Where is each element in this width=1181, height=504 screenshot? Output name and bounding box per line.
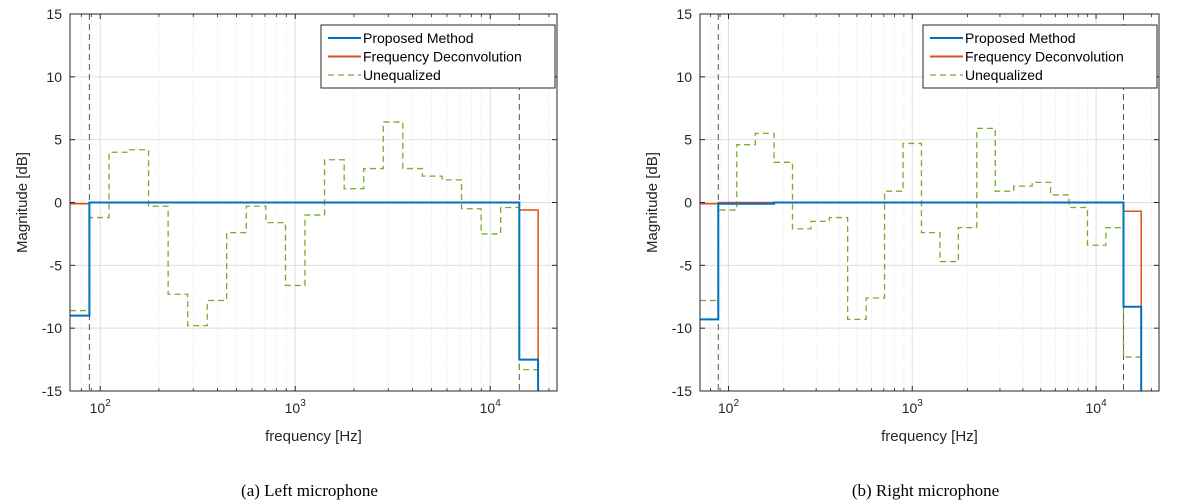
chart-panel-1: -15 -10 -5 0 5 10 15 102 103 104 frequency [Hz] Mag… <box>14 6 558 500</box>
y-axis-label: Magnitude [dB] <box>644 152 661 253</box>
y-tick-label: -15 <box>42 383 62 399</box>
y-tick-label: 15 <box>46 6 62 22</box>
x-tick-label: 102 <box>718 398 740 416</box>
y-tick-label: 10 <box>46 69 62 85</box>
legend: Proposed Method Frequency Deconvolution Un… <box>922 24 1158 89</box>
y-tick-label: -15 <box>672 383 692 399</box>
y-tick-label: -10 <box>672 320 692 336</box>
figure-caption: (b) Right microphone <box>852 481 999 500</box>
y-tick-label: 5 <box>54 132 62 148</box>
y-tick-label: 10 <box>676 69 692 85</box>
x-axis-label: frequency [Hz] <box>265 428 362 445</box>
series-line-unequalized <box>700 127 1142 391</box>
figure-caption: (a) Left microphone <box>241 481 378 500</box>
legend-entry: Proposed Method <box>965 30 1076 46</box>
y-tick-label: 0 <box>54 195 62 211</box>
series-line-unequalized <box>70 121 539 391</box>
y-tick-label: 5 <box>684 132 692 148</box>
x-tick-label: 103 <box>902 398 924 416</box>
legend: Proposed Method Frequency Deconvolution Un… <box>320 24 556 89</box>
x-tick-label: 103 <box>285 398 307 416</box>
legend-entry: Proposed Method <box>363 30 474 46</box>
y-tick-label: 15 <box>676 6 692 22</box>
legend-entry: Unequalized <box>363 67 441 83</box>
chart-panel-2: -15 -10 -5 0 5 10 15 102 103 104 frequency [Hz] Mag… <box>644 6 1160 500</box>
legend-entry: Frequency Deconvolution <box>363 49 522 65</box>
legend-entry: Frequency Deconvolution <box>965 49 1124 65</box>
x-tick-label: 104 <box>1085 398 1107 416</box>
y-tick-label: -5 <box>680 257 693 273</box>
y-tick-label: -5 <box>50 257 63 273</box>
legend-entry: Unequalized <box>965 67 1043 83</box>
y-tick-label: -10 <box>42 320 62 336</box>
x-tick-label: 102 <box>90 398 112 416</box>
series-line-proposed-method <box>700 201 1143 391</box>
y-axis-label: Magnitude [dB] <box>14 152 31 253</box>
y-tick-label: 0 <box>684 195 692 211</box>
x-tick-label: 104 <box>480 398 502 416</box>
x-axis-label: frequency [Hz] <box>881 428 978 445</box>
series-line-proposed-method <box>70 201 540 391</box>
